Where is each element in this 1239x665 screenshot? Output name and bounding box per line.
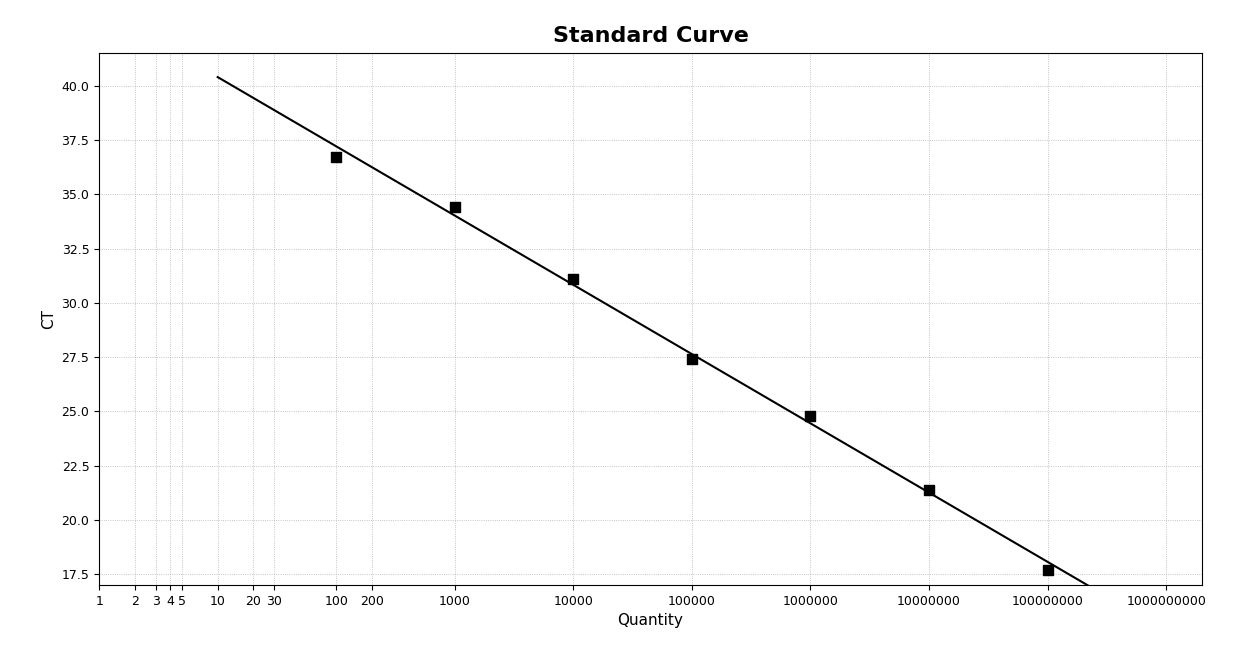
Y-axis label: CT: CT: [41, 309, 56, 329]
Point: [800, 410, 820, 421]
Title: Standard Curve: Standard Curve: [553, 26, 748, 46]
Point: [564, 274, 584, 285]
Point: [681, 354, 701, 364]
X-axis label: Quantity: Quantity: [617, 614, 684, 628]
Point: [919, 484, 939, 495]
Point: [445, 202, 465, 213]
Point: [326, 152, 346, 163]
Point: [1038, 565, 1058, 575]
